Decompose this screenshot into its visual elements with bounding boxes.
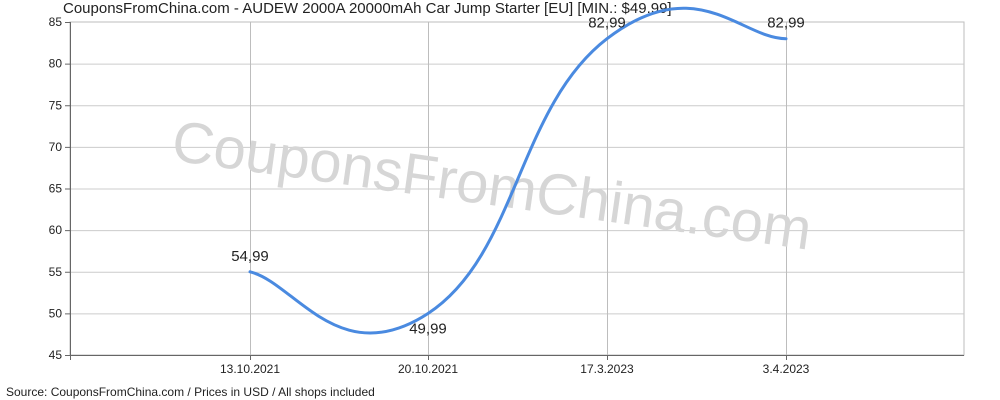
y-tick-label: 70: [49, 140, 63, 154]
y-tick-label: 85: [49, 15, 63, 29]
y-tick-label: 80: [49, 57, 63, 71]
y-tick-label: 75: [49, 98, 63, 112]
data-label: 82,99: [767, 15, 805, 32]
labels-layer: 54,99 49,99 82,99 82,99: [231, 15, 805, 338]
watermark: CouponsFromChina.com: [168, 109, 815, 263]
y-tick-label: 50: [49, 306, 63, 320]
data-label: 49,99: [409, 320, 447, 337]
price-series-line: [248, 6, 788, 335]
y-tick-label: 55: [49, 265, 63, 279]
x-tick-label: 3.4.2023: [763, 362, 810, 376]
axes-layer: 45 50 55 60 65 70 75 80 85 13.10.2021 20.10.2021 17…: [49, 15, 964, 376]
x-tick-label: 13.10.2021: [220, 362, 280, 376]
chart-title: CouponsFromChina.com - AUDEW 2000A 20000…: [63, 0, 672, 17]
y-tick-label: 60: [49, 223, 63, 237]
data-label: 54,99: [231, 248, 269, 265]
x-tick-label: 17.3.2023: [580, 362, 634, 376]
x-tick-label: 20.10.2021: [398, 362, 458, 376]
series-layer: [248, 6, 788, 335]
y-tick-label: 65: [49, 182, 63, 196]
data-label: 82,99: [588, 15, 626, 32]
y-tick-label: 45: [49, 348, 63, 362]
chart-footer: Source: CouponsFromChina.com / Prices in…: [6, 385, 375, 399]
grid-layer: [69, 21, 965, 356]
